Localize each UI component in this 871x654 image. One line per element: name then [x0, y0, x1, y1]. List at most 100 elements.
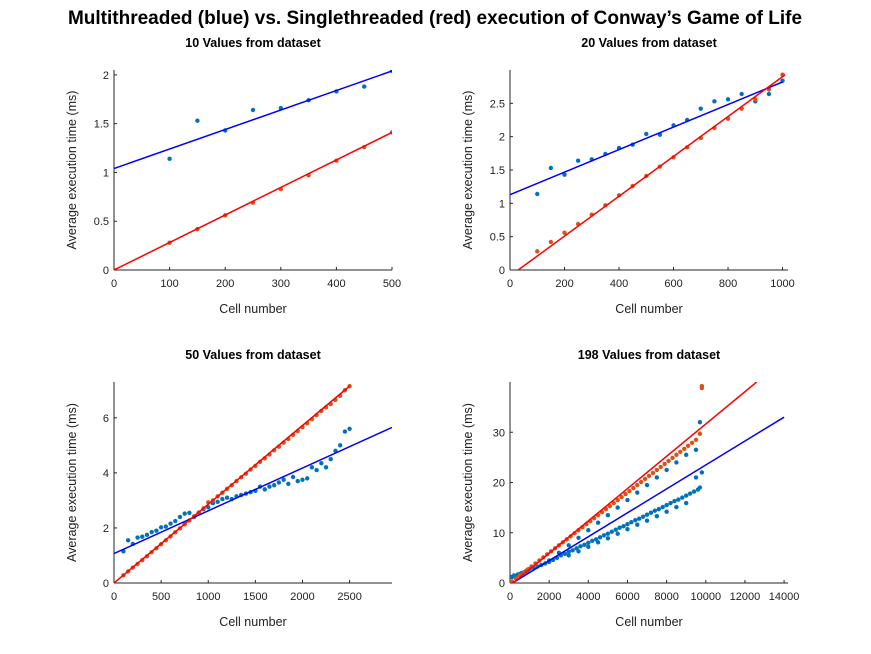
- multi-data-point: [693, 475, 699, 480]
- multi-data-point: [652, 508, 658, 513]
- x-tick-label: 800: [719, 278, 737, 290]
- multi-data-point: [635, 490, 640, 495]
- y-tick-label: 0: [499, 265, 505, 277]
- multi-data-point: [575, 158, 581, 163]
- multi-data-point: [576, 535, 581, 540]
- y-tick-label: 30: [493, 427, 505, 439]
- multi-data-point: [154, 528, 159, 533]
- multi-data-point: [609, 529, 615, 534]
- multi-data-point: [337, 443, 343, 448]
- multi-data-point: [644, 512, 650, 517]
- multi-data-point: [304, 476, 310, 481]
- multi-data-point: [195, 118, 200, 123]
- multi-data-point: [680, 495, 685, 500]
- single-data-point: [697, 431, 703, 436]
- multi-data-point: [637, 516, 642, 521]
- x-tick-label: 400: [610, 278, 628, 290]
- multi-data-point: [683, 500, 689, 506]
- multi-data-point: [347, 426, 352, 432]
- single-data-point: [642, 476, 648, 482]
- x-tick-label: 10000: [690, 591, 721, 603]
- subplot-2: 20 Values from dataset 0 200 400 600 800 1000 0…: [461, 36, 795, 316]
- multi-fit-line: [511, 416, 785, 583]
- multi-data-point: [656, 506, 661, 512]
- x-tick-label: 0: [507, 591, 513, 603]
- y-axis-label: Average execution time (ms): [461, 91, 475, 250]
- multi-data-point: [664, 509, 669, 514]
- subplot-3: 50 Values from dataset 0 500 1000 1500 2000 25…: [65, 348, 392, 629]
- single-data-point: [654, 467, 660, 473]
- single-data-point: [635, 482, 640, 488]
- single-data-point: [619, 494, 624, 500]
- multi-data-point: [590, 538, 595, 543]
- x-tick-label: 1000: [196, 591, 220, 603]
- multi-data-point: [725, 97, 731, 102]
- multi-data-point: [697, 420, 703, 425]
- subplot-4: 198 Values from dataset 0 2000 4000 6000 8000…: [461, 348, 799, 629]
- multi-data-point: [605, 536, 611, 541]
- multi-data-point: [586, 540, 591, 545]
- multi-data-point: [605, 531, 611, 536]
- single-data-point: [674, 452, 679, 458]
- figure-title: Multithreaded (blue) vs. Singlethreaded …: [68, 8, 802, 29]
- y-tick-label: 10: [493, 528, 505, 540]
- single-data-point: [623, 491, 628, 497]
- x-tick-label: 8000: [654, 591, 678, 603]
- multi-data-point: [168, 521, 173, 526]
- subplot-title: 198 Values from dataset: [578, 348, 721, 362]
- multi-data-point: [654, 513, 660, 519]
- multi-data-point: [582, 542, 587, 548]
- multi-data-point: [654, 475, 660, 480]
- single-data-point: [666, 458, 671, 464]
- multi-data-point: [576, 549, 581, 554]
- single-data-point: [678, 449, 683, 455]
- multi-data-point: [586, 528, 591, 533]
- multi-data-point: [314, 467, 319, 473]
- x-axis-label: Cell number: [615, 615, 682, 629]
- multi-data-point: [250, 107, 256, 113]
- single-data-point: [562, 230, 567, 235]
- x-tick-label: 500: [383, 278, 401, 290]
- y-tick-label: 1.5: [490, 165, 505, 177]
- multi-data-point: [173, 518, 178, 524]
- y-tick-label: 0.5: [94, 216, 109, 228]
- multi-data-point: [712, 99, 717, 104]
- multi-data-point: [328, 456, 333, 462]
- y-tick-label: 2.5: [490, 98, 505, 110]
- multi-data-point: [149, 529, 154, 535]
- multi-data-point: [276, 480, 282, 485]
- x-tick-label: 0: [507, 278, 513, 290]
- single-data-point: [535, 249, 540, 254]
- y-tick-label: 1: [103, 167, 109, 179]
- multi-data-point: [597, 535, 603, 540]
- x-axis-label: Cell number: [219, 302, 286, 316]
- x-tick-label: 200: [555, 278, 573, 290]
- multi-data-point: [566, 553, 571, 558]
- multi-data-point: [699, 470, 705, 475]
- multi-data-point: [158, 525, 164, 530]
- multi-data-point: [566, 549, 571, 555]
- multi-data-point: [300, 477, 305, 482]
- plot-area: [510, 72, 786, 270]
- single-data-point: [658, 464, 663, 470]
- single-fit-line: [517, 74, 786, 270]
- multi-data-point: [286, 481, 291, 487]
- multi-data-point: [625, 527, 630, 532]
- y-tick-label: 1: [499, 198, 505, 210]
- multi-data-point: [674, 504, 679, 510]
- single-data-point: [650, 470, 656, 476]
- single-data-point: [631, 485, 636, 491]
- multi-data-point: [272, 483, 277, 488]
- multi-data-point: [625, 522, 630, 527]
- multi-data-point: [644, 482, 650, 488]
- x-tick-label: 6000: [615, 591, 639, 603]
- multi-data-point: [615, 505, 620, 510]
- multi-data-point: [739, 91, 744, 97]
- single-data-point: [627, 488, 632, 494]
- single-data-point: [699, 383, 705, 389]
- single-data-point: [670, 455, 675, 461]
- multi-data-point: [633, 517, 638, 523]
- y-axis-label: Average execution time (ms): [65, 403, 79, 562]
- multi-data-point: [605, 512, 611, 518]
- multi-data-point: [664, 467, 669, 473]
